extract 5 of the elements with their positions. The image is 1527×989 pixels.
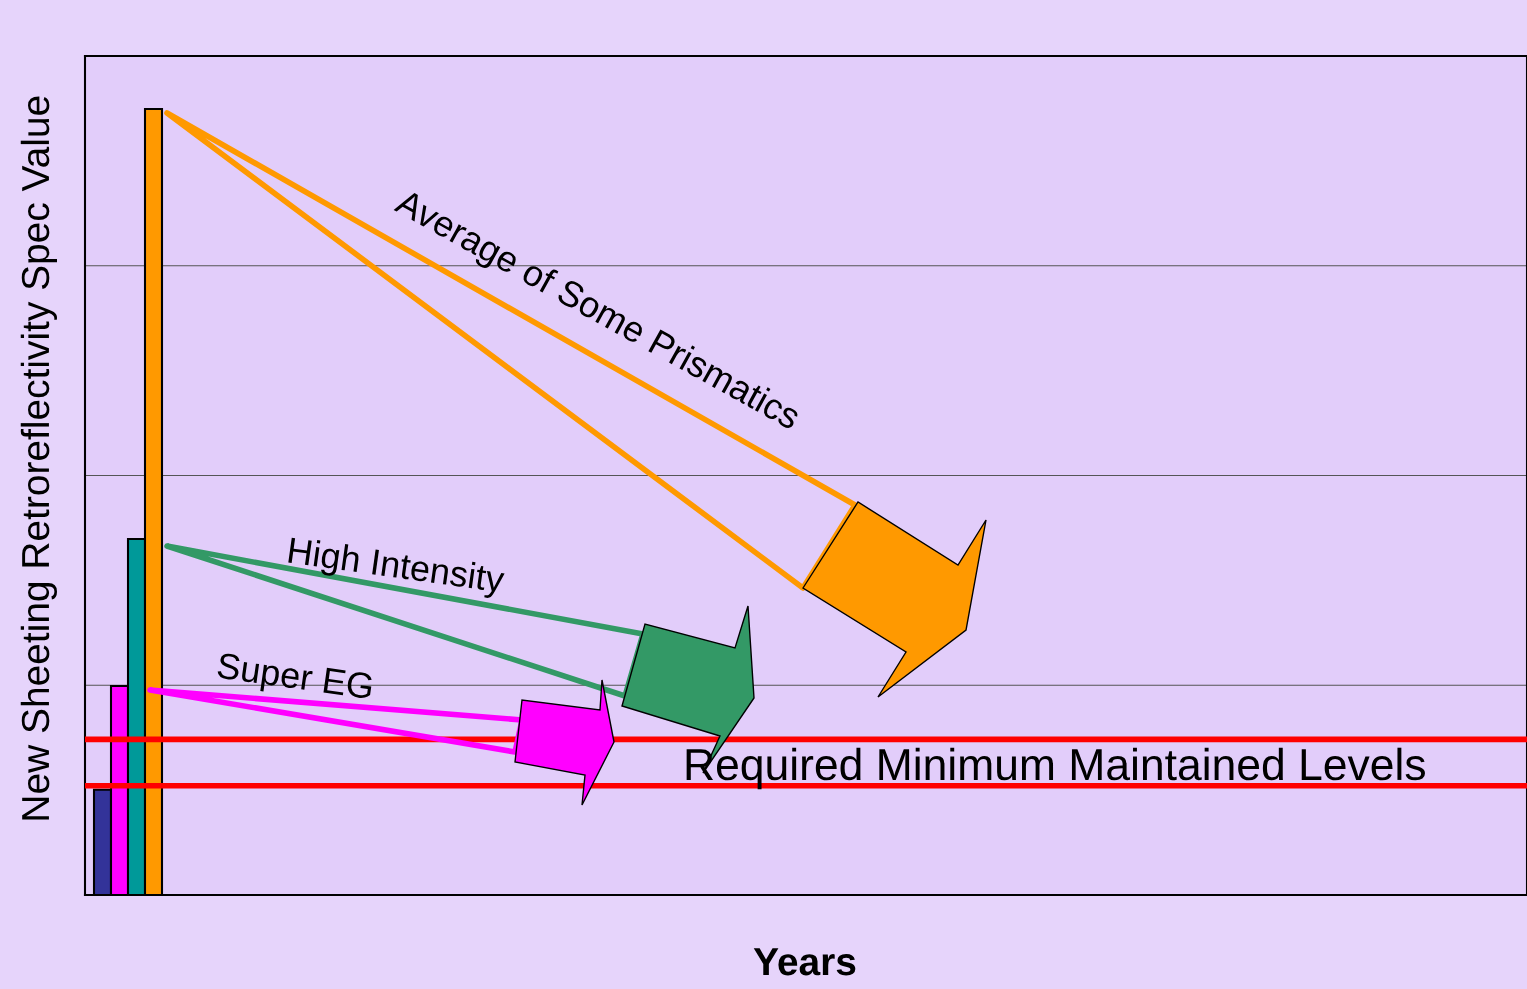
ref-line-label: Required Minimum Maintained Levels [686,747,1425,790]
text: Super EG [215,652,374,707]
y-axis-title: New Sheeting Retroreflectivity Spec Value [20,96,57,820]
text: High Intensity [287,536,506,600]
text: Years [753,948,856,976]
